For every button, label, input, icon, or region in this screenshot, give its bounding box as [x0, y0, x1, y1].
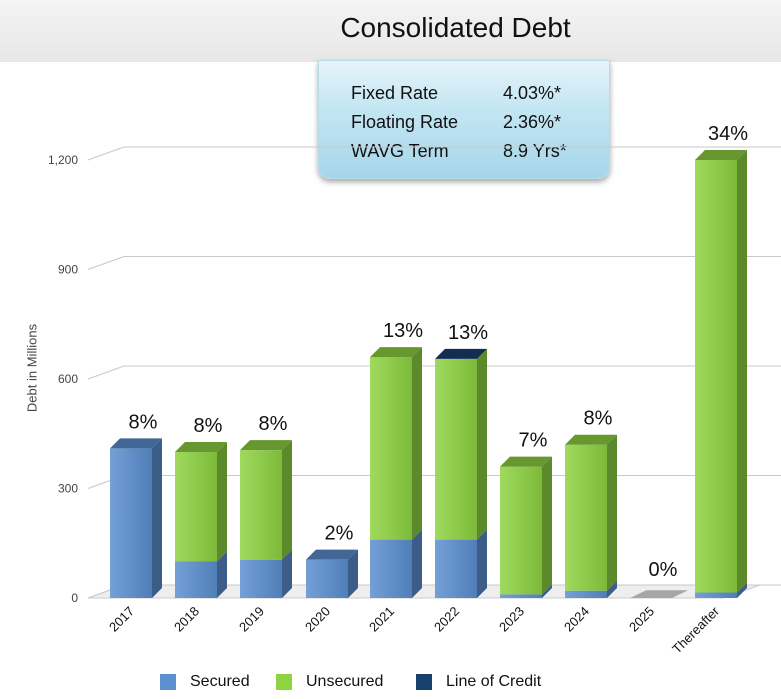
bar-segment	[370, 357, 412, 540]
legend-swatch-unsecured	[276, 674, 292, 690]
gridline-depth	[87, 146, 125, 161]
bar-top	[500, 456, 552, 467]
x-tick-label: 2022	[431, 604, 462, 635]
percent-label: 0%	[649, 559, 678, 581]
bars: 8% 2017 8% 2018 8% 2019 2% 2020 13% 2021 13% 2022 7%…	[106, 123, 748, 657]
percent-label: 34%	[708, 123, 748, 145]
wavg-term-value: 8.9 Yrs*	[503, 141, 567, 161]
bar-segment	[695, 592, 737, 598]
floating-rate-value: 2.36%*	[503, 112, 562, 132]
bar-segment	[306, 559, 348, 598]
fixed-rate-value: 4.03%*	[503, 83, 562, 103]
x-tick-label: 2024	[561, 604, 592, 635]
percent-label: 8%	[194, 415, 223, 437]
bar-segment	[500, 466, 542, 595]
x-tick-label: 2019	[236, 604, 267, 635]
bar-top	[435, 348, 487, 359]
bar-side	[737, 582, 747, 598]
bar-side	[217, 551, 227, 598]
bar-side	[348, 549, 358, 598]
bar-side	[737, 150, 747, 593]
x-tick-label: Thereafter	[669, 603, 722, 656]
bar-side	[542, 456, 552, 595]
percent-label: 8%	[584, 408, 613, 430]
x-tick-label: 2023	[496, 604, 527, 635]
percent-label: 7%	[519, 430, 548, 452]
legend-label-secured: Secured	[190, 673, 250, 690]
gridline-depth	[87, 256, 125, 270]
bar-side	[477, 529, 487, 598]
bar-segment	[435, 358, 477, 540]
bar-segment	[370, 539, 412, 598]
wavg-term-row: WAVG Term 8.9 Yrs*	[319, 141, 609, 165]
legend-label-unsecured: Unsecured	[306, 673, 384, 690]
x-tick-label: 2021	[366, 604, 397, 635]
bar-side	[152, 438, 162, 598]
x-tick-label: 2017	[106, 604, 137, 635]
bar-segment	[565, 444, 607, 591]
floating-rate-row: Floating Rate 2.36%*	[319, 112, 609, 136]
header-band	[0, 0, 781, 62]
bar-side	[282, 549, 292, 598]
percent-label: 13%	[383, 320, 423, 342]
bar-segment	[110, 448, 152, 598]
y-tick-label: 0	[71, 591, 78, 605]
fixed-rate-label: Fixed Rate	[351, 83, 439, 103]
bar-segment	[435, 539, 477, 598]
bar-segment	[240, 559, 282, 598]
chart-legend: Secured Unsecured Line of Credit	[0, 672, 781, 694]
fixed-rate-row: Fixed Rate 4.03%*	[319, 83, 609, 107]
bar-top	[175, 442, 227, 452]
bar-top	[110, 438, 162, 449]
y-tick-label: 300	[58, 482, 78, 496]
floating-rate-label: Floating Rate	[351, 112, 459, 132]
bar-top	[370, 347, 422, 358]
percent-label: 13%	[448, 322, 488, 344]
gridline-depth	[87, 365, 125, 380]
legend-swatch-secured	[160, 674, 176, 690]
percent-label: 8%	[259, 413, 288, 435]
bar-segment	[565, 590, 607, 598]
bar-side	[477, 348, 487, 540]
bar-segment	[240, 450, 282, 560]
bar-side	[607, 580, 617, 598]
bar-side	[542, 584, 552, 598]
bar-side	[607, 434, 617, 591]
y-tick-label: 600	[58, 372, 78, 386]
x-tick-label: 2020	[302, 604, 333, 635]
x-tick-label: 2018	[171, 604, 202, 635]
wavg-term-label: WAVG Term	[351, 141, 449, 161]
bar-side	[412, 347, 422, 540]
bar-empty	[630, 590, 689, 598]
bar-segment	[500, 594, 542, 598]
percent-label: 2%	[325, 523, 354, 545]
bar-top	[695, 150, 747, 160]
bar-top	[565, 434, 617, 445]
bar-top	[240, 440, 292, 451]
bar-segment	[695, 160, 737, 593]
bar-segment	[175, 561, 217, 598]
bar-side	[282, 440, 292, 560]
page-title: Consolidated Debt	[340, 12, 571, 43]
bar-top	[306, 549, 358, 560]
y-tick-label: 900	[58, 263, 78, 277]
bar-side	[217, 442, 227, 562]
x-tick-label: 2025	[626, 604, 657, 635]
y-tick-label: 1,200	[48, 153, 78, 167]
bar-side	[412, 529, 422, 598]
legend-swatch-line-of-credit	[416, 674, 432, 690]
legend-label-line-of-credit: Line of Credit	[446, 673, 542, 690]
bar-segment	[175, 452, 217, 562]
percent-label: 8%	[129, 411, 158, 433]
rate-summary-box: Fixed Rate 4.03%* Floating Rate 2.36%* W…	[318, 60, 610, 179]
